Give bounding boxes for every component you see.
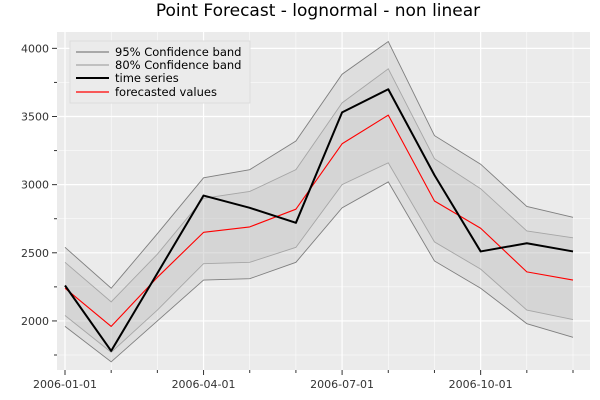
legend-label-95-band: 95% Confidence band <box>115 45 241 59</box>
x-tick-label: 2006-04-01 <box>172 378 236 391</box>
y-tick-label: 3500 <box>21 111 49 124</box>
band-95-upper-line <box>64 40 574 289</box>
confidence-bands <box>64 40 574 363</box>
chart-title: Point Forecast - lognormal - non linear <box>156 1 480 21</box>
legend-box <box>69 40 251 104</box>
band-95-fill <box>65 41 573 362</box>
legend: 95% Confidence band 80% Confidence band … <box>69 40 251 104</box>
band-80-lower-line <box>64 162 574 353</box>
x-tick-label: 2006-01-01 <box>33 378 97 391</box>
band-95-lower-line <box>64 181 574 363</box>
y-tick-label: 2000 <box>21 315 49 328</box>
y-tick-label: 2500 <box>21 247 49 260</box>
band-80-fill <box>65 68 573 353</box>
y-tick-label: 4000 <box>21 42 49 55</box>
legend-label-time-series: time series <box>115 71 179 85</box>
x-tick-label: 2006-10-01 <box>449 378 513 391</box>
legend-label-80-band: 80% Confidence band <box>115 58 241 72</box>
series-lines <box>64 88 574 352</box>
y-tick-label: 3000 <box>21 179 49 192</box>
band-80-upper-line <box>64 68 574 303</box>
x-tick-label: 2006-07-01 <box>310 378 374 391</box>
axes: 2000 2500 3000 3500 4000 2006-01-01 2006-04-01… <box>21 42 574 391</box>
time-series-line <box>64 88 574 352</box>
legend-label-forecast: forecasted values <box>115 85 217 99</box>
